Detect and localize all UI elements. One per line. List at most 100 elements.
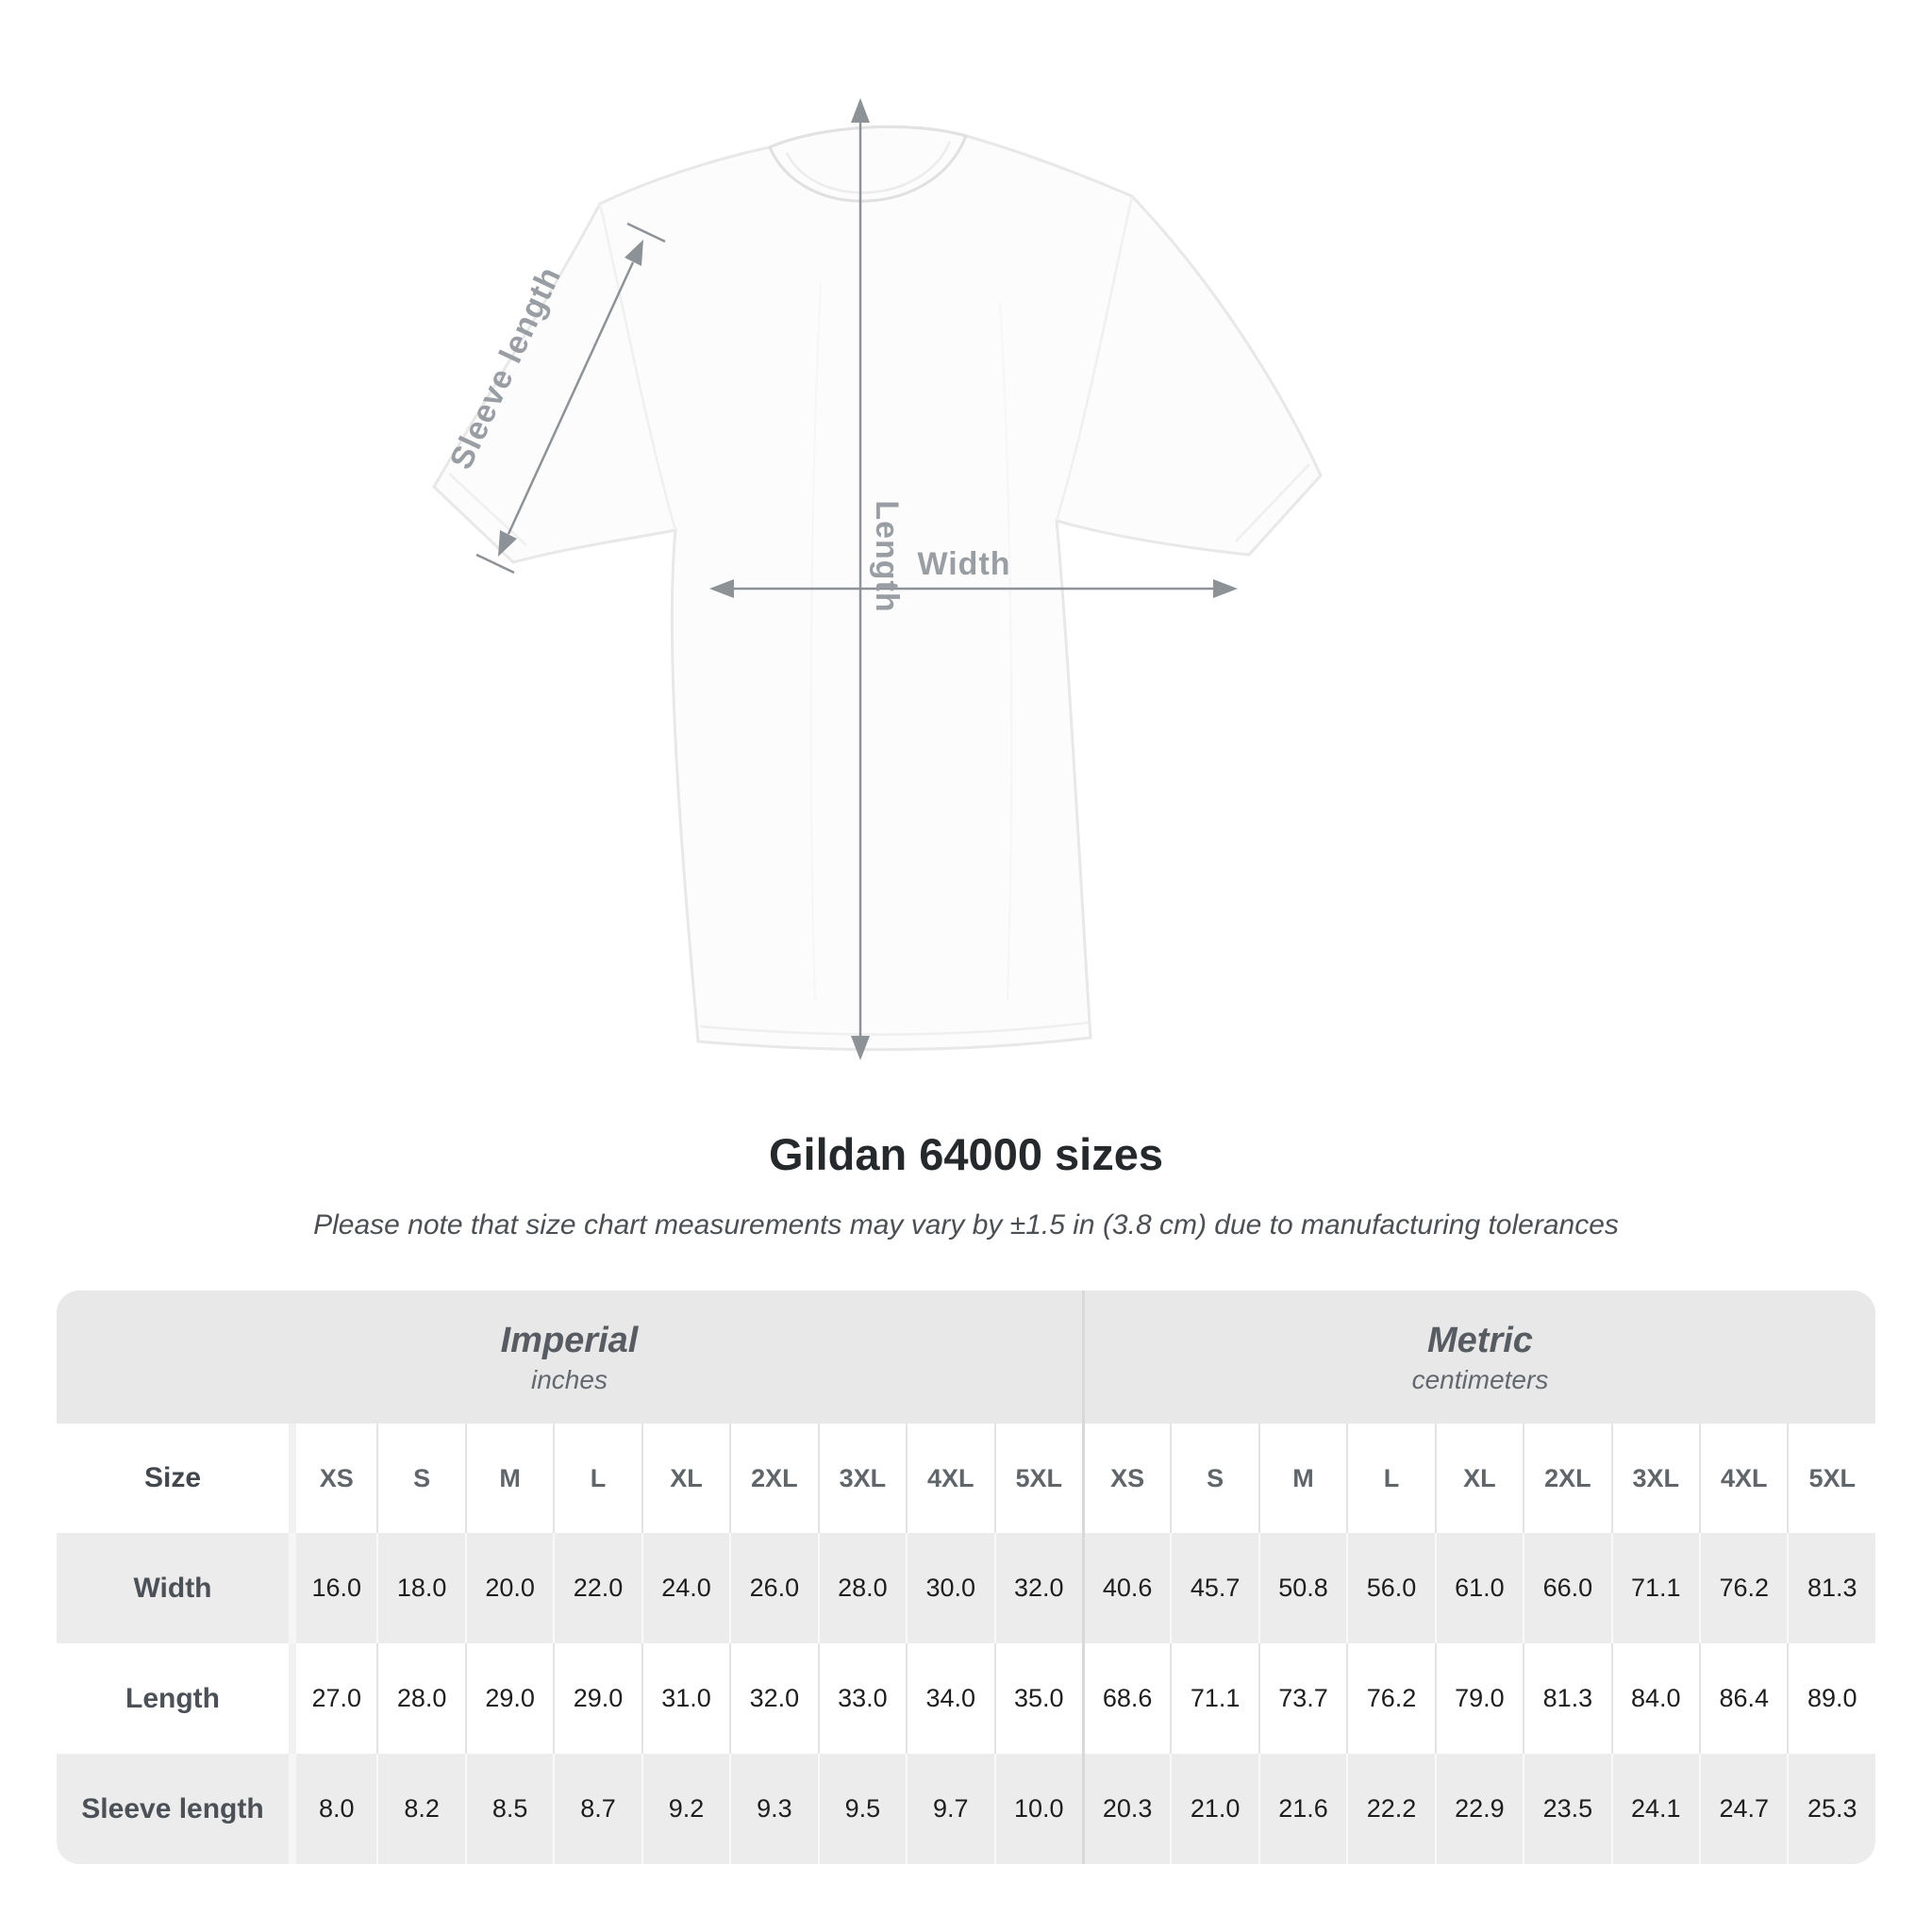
- value-cell: 86.4: [1699, 1643, 1788, 1754]
- size-header-cell: L: [1346, 1424, 1435, 1533]
- value-cell: 56.0: [1346, 1533, 1435, 1643]
- tshirt-hem-line: [699, 1021, 1090, 1036]
- size-header-cell: 3XL: [1610, 1424, 1699, 1533]
- value-cell: 71.1: [1170, 1643, 1258, 1754]
- value-cell: 40.6: [1081, 1533, 1171, 1643]
- value-cell: 32.0: [729, 1643, 818, 1754]
- value-cell: 20.0: [464, 1533, 554, 1643]
- unit-band-row: Imperial inches Metric centimeters: [57, 1291, 1875, 1424]
- value-cell: 18.0: [376, 1533, 465, 1643]
- value-cell: 45.7: [1170, 1533, 1258, 1643]
- row-label: Width: [57, 1533, 289, 1643]
- size-header-cell: 4XL: [906, 1424, 994, 1533]
- tshirt-collar-front: [768, 135, 968, 203]
- size-header-cell: M: [464, 1424, 554, 1533]
- value-cell: 89.0: [1787, 1643, 1875, 1754]
- row-label: Sleeve length: [57, 1754, 289, 1864]
- tshirt-left-sleeve-seam: [598, 203, 677, 531]
- value-cell: 81.3: [1787, 1533, 1875, 1643]
- value-cell: 27.0: [289, 1643, 377, 1754]
- size-header-cell: XS: [289, 1424, 377, 1533]
- row-label: Length: [57, 1643, 289, 1754]
- value-cell: 73.7: [1257, 1643, 1347, 1754]
- value-cell: 32.0: [993, 1533, 1082, 1643]
- page-title: Gildan 64000 sizes: [768, 1129, 1164, 1179]
- size-header-cell: S: [376, 1424, 465, 1533]
- value-cell: 76.2: [1699, 1533, 1788, 1643]
- unit-group-unit: centimeters: [1411, 1364, 1549, 1394]
- size-header-row: Size XS S M L XL 2XL 3XL 4XL 5XL XS S M L XL 2XL 3XL 4XL 5…: [57, 1424, 1875, 1533]
- sleeve-length-arrow: [475, 222, 666, 575]
- value-cell: 79.0: [1434, 1643, 1524, 1754]
- unit-group-name: Imperial: [500, 1320, 639, 1360]
- size-header-cell: XL: [1434, 1424, 1524, 1533]
- value-cell: 81.3: [1523, 1643, 1611, 1754]
- value-cell: 8.5: [464, 1754, 554, 1864]
- value-cell: 30.0: [906, 1533, 994, 1643]
- size-header-cell: 2XL: [729, 1424, 818, 1533]
- value-cell: 10.0: [993, 1754, 1082, 1864]
- size-header-cell: 5XL: [1787, 1424, 1875, 1533]
- value-cell: 84.0: [1610, 1643, 1699, 1754]
- value-cell: 20.3: [1081, 1754, 1171, 1864]
- size-header-cell: XL: [641, 1424, 730, 1533]
- value-cell: 28.0: [376, 1643, 465, 1754]
- value-cell: 24.7: [1699, 1754, 1788, 1864]
- value-cell: 66.0: [1523, 1533, 1611, 1643]
- value-cell: 25.3: [1787, 1754, 1875, 1864]
- size-header-cell: 5XL: [993, 1424, 1082, 1533]
- value-cell: 71.1: [1610, 1533, 1699, 1643]
- tshirt-illustration: [432, 98, 1323, 1060]
- tshirt-collar-band: [785, 141, 952, 194]
- value-cell: 22.9: [1434, 1754, 1524, 1864]
- value-cell: 8.0: [289, 1754, 377, 1864]
- value-cell: 61.0: [1434, 1533, 1524, 1643]
- tshirt-collar-back: [769, 125, 967, 149]
- value-cell: 9.7: [906, 1754, 994, 1864]
- size-header-cell: 3XL: [817, 1424, 907, 1533]
- length-arrow: [851, 98, 870, 1060]
- value-cell: 21.0: [1170, 1754, 1258, 1864]
- width-label: Width: [917, 546, 1011, 582]
- tshirt-wrinkle: [999, 301, 1013, 1001]
- value-cell: 50.8: [1257, 1533, 1347, 1643]
- value-cell: 23.5: [1523, 1754, 1611, 1864]
- size-header-cell: 4XL: [1699, 1424, 1788, 1533]
- value-cell: 21.6: [1257, 1754, 1347, 1864]
- unit-group-name: Metric: [1427, 1320, 1533, 1360]
- value-cell: 9.3: [729, 1754, 818, 1864]
- size-header-cell: S: [1170, 1424, 1258, 1533]
- value-cell: 33.0: [817, 1643, 907, 1754]
- unit-group-header: Metric centimeters: [1081, 1291, 1875, 1424]
- value-cell: 68.6: [1081, 1643, 1171, 1754]
- size-header-cell: L: [553, 1424, 641, 1533]
- value-cell: 22.0: [553, 1533, 641, 1643]
- tolerance-note: Please note that size chart measurements…: [313, 1209, 1619, 1241]
- value-cell: 24.0: [641, 1533, 730, 1643]
- tshirt-wrinkle: [809, 282, 822, 1001]
- table-row: Width 16.0 18.0 20.0 22.0 24.0 26.0 28.0 30.0 32.…: [57, 1533, 1875, 1643]
- size-table: Imperial inches Metric centimeters Size XS S M L…: [57, 1291, 1875, 1864]
- tshirt-measurement-diagram: Sleeve length Length Width: [432, 98, 1323, 1060]
- table-row: Sleeve length 8.0 8.2 8.5 8.7 9.2 9.3 9.5 9.7 10.…: [57, 1754, 1875, 1864]
- unit-group-unit: inches: [531, 1364, 608, 1394]
- value-cell: 35.0: [993, 1643, 1082, 1754]
- value-cell: 26.0: [729, 1533, 818, 1643]
- value-cell: 24.1: [1610, 1754, 1699, 1864]
- size-column-header: Size: [57, 1424, 289, 1533]
- tshirt-right-sleeve-seam: [1055, 195, 1134, 522]
- value-cell: 9.5: [817, 1754, 907, 1864]
- value-cell: 29.0: [553, 1643, 641, 1754]
- size-header-cell: M: [1257, 1424, 1347, 1533]
- value-cell: 22.2: [1346, 1754, 1435, 1864]
- size-header-cell: 2XL: [1523, 1424, 1611, 1533]
- unit-group-header: Imperial inches: [57, 1291, 1082, 1424]
- value-cell: 31.0: [641, 1643, 730, 1754]
- value-cell: 8.7: [553, 1754, 641, 1864]
- value-cell: 8.2: [376, 1754, 465, 1864]
- size-header-cell: XS: [1081, 1424, 1171, 1533]
- width-arrow: [709, 579, 1238, 598]
- value-cell: 34.0: [906, 1643, 994, 1754]
- tshirt-right-sleeve-hem: [1235, 463, 1310, 542]
